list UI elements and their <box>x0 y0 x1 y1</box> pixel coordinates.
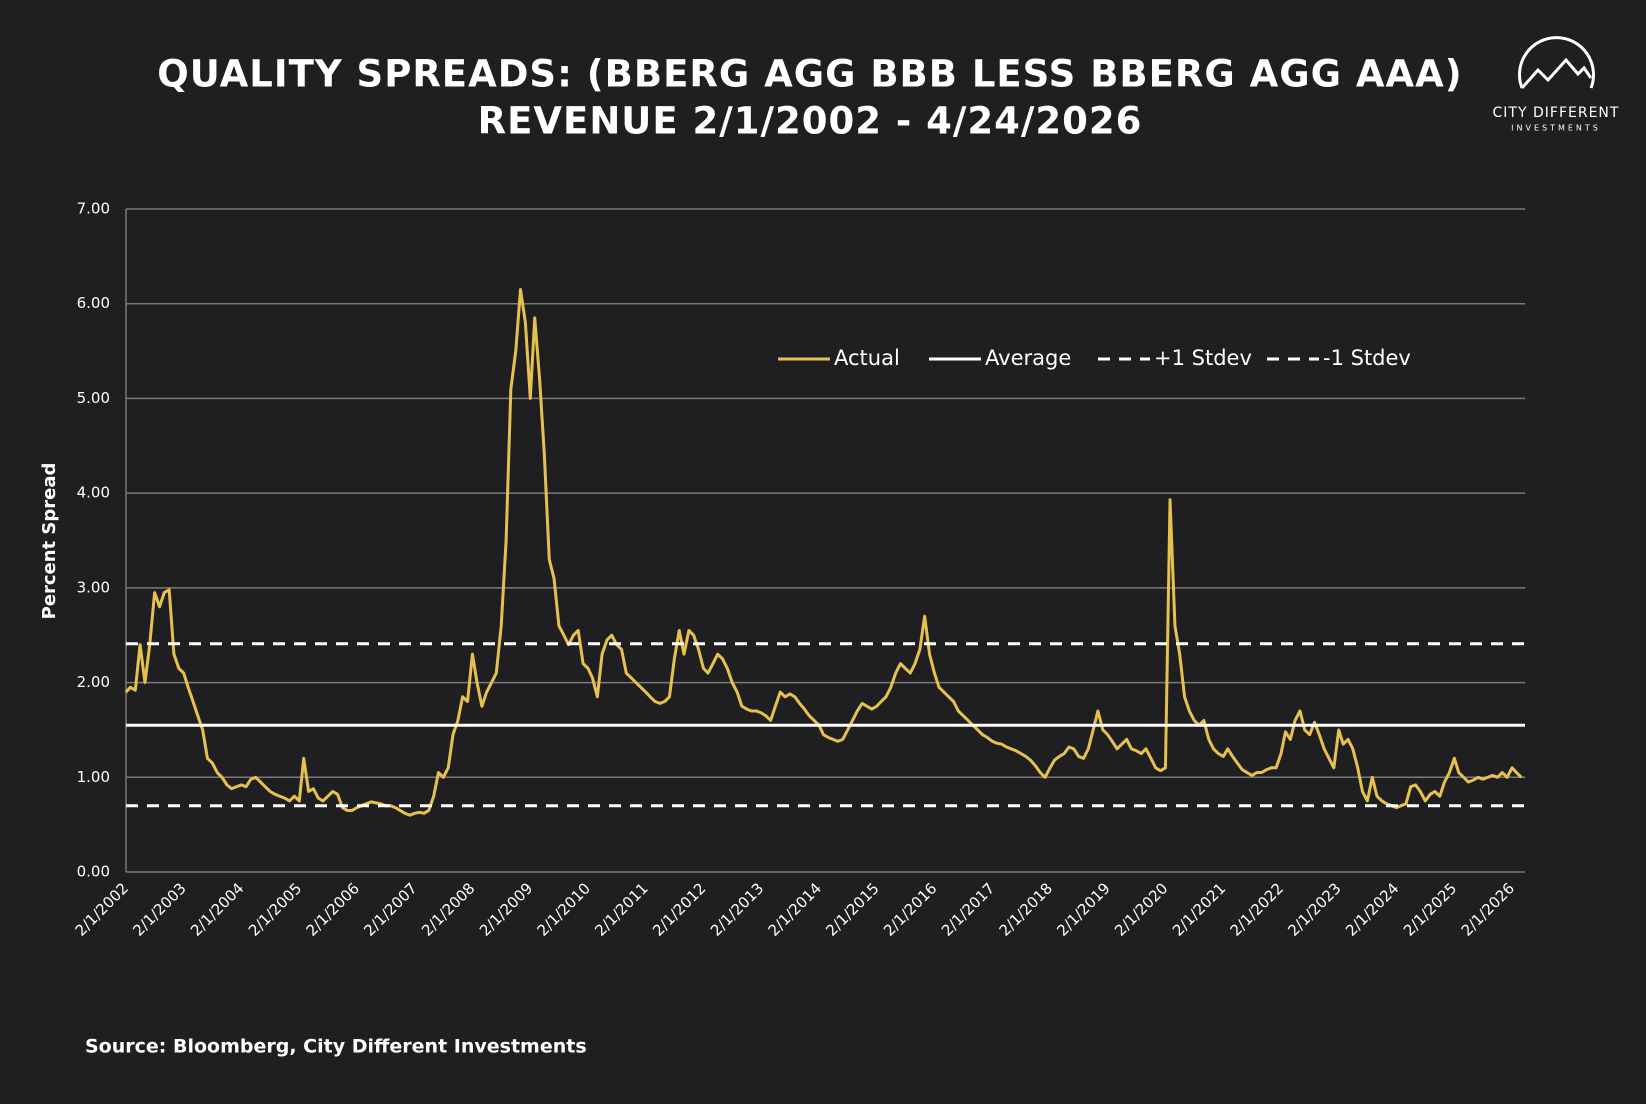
legend-label: Actual <box>834 346 900 370</box>
legend-label: Average <box>985 346 1071 370</box>
y-tick-label: 2.00 <box>77 673 110 691</box>
y-tick-label: 7.00 <box>77 200 110 218</box>
y-tick-label: 3.00 <box>77 578 110 596</box>
chart-subtitle: REVENUE 2/1/2002 - 4/24/2026 <box>478 100 1143 143</box>
logo-mountain <box>1520 57 1593 89</box>
legend-label: -1 Stdev <box>1323 346 1411 370</box>
logo: CITY DIFFERENT INVESTMENTS <box>1493 36 1620 133</box>
y-axis-label: Percent Spread <box>39 463 60 620</box>
logo-sub: INVESTMENTS <box>1511 124 1601 133</box>
legend-label: +1 Stdev <box>1154 346 1252 370</box>
y-tick-label: 5.00 <box>77 389 110 407</box>
chart-title: QUALITY SPREADS: (BBERG AGG BBB LESS BBE… <box>157 53 1462 96</box>
logo-name: CITY DIFFERENT <box>1493 105 1620 121</box>
y-tick-label: 4.00 <box>77 484 110 502</box>
y-tick-label: 0.00 <box>77 863 110 881</box>
source-note: Source: Bloomberg, City Different Invest… <box>85 1036 587 1058</box>
y-tick-label: 1.00 <box>77 768 110 786</box>
y-tick-label: 6.00 <box>77 294 110 312</box>
logo-arc <box>1518 36 1595 89</box>
